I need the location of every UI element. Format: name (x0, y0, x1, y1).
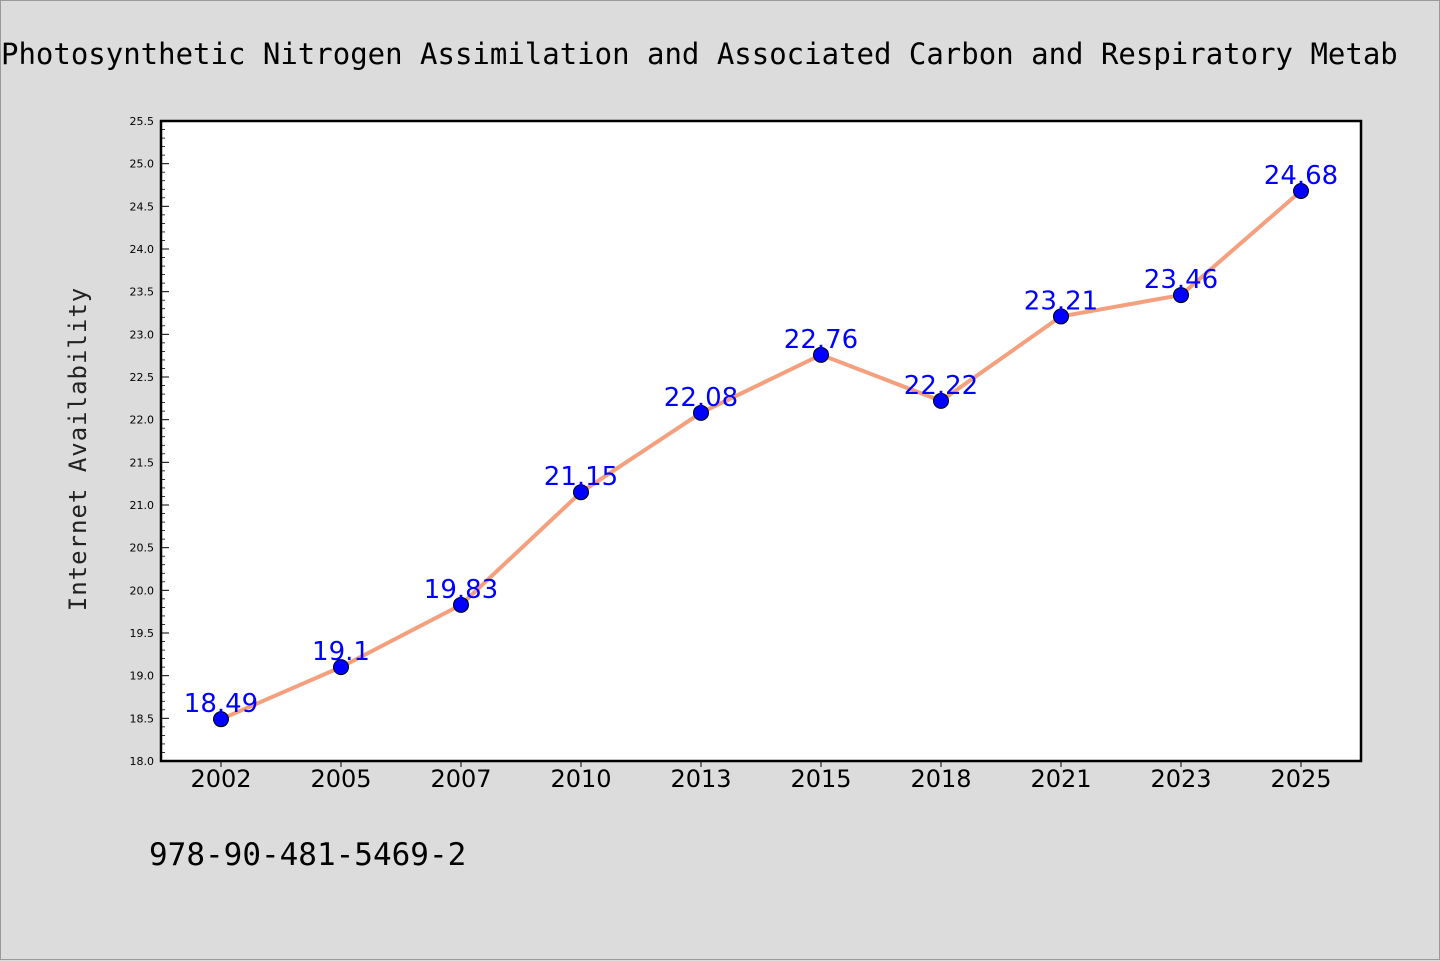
data-point-label: 24.68 (1264, 161, 1338, 191)
y-tick-label: 24.5 (130, 200, 155, 213)
y-tick-label: 22.5 (130, 371, 155, 384)
x-axis-ticks: 2002 2005 2007 2010 2013 2015 2018 2021 2023 2025 (190, 761, 1332, 793)
data-point-label: 18.49 (184, 689, 258, 719)
plot-border (159, 119, 1363, 763)
data-point-label: 22.08 (664, 383, 738, 413)
isbn-footnote: 978-90-481-5469-2 (149, 837, 466, 873)
data-point-marker (693, 404, 709, 421)
data-point-label: 23.21 (1024, 286, 1098, 316)
y-tick-label: 22.0 (130, 414, 155, 427)
data-point-label: 23.46 (1144, 265, 1218, 295)
x-tick-label: 2013 (670, 765, 731, 793)
data-markers (213, 182, 1309, 728)
data-point-marker (453, 596, 469, 613)
data-point-marker (213, 711, 229, 728)
chart-title: Photosynthetic Nitrogen Assimilation and… (1, 37, 1398, 71)
y-axis-label: Internet Availability (64, 287, 92, 611)
y-tick-label: 21.0 (130, 499, 155, 512)
y-tick-label: 25.5 (130, 115, 155, 128)
y-tick-label: 21.5 (130, 456, 155, 469)
x-tick-label: 2023 (1150, 765, 1211, 793)
y-tick-label: 18.5 (130, 712, 155, 725)
data-point-marker (1293, 182, 1309, 199)
data-point-label: 22.76 (784, 325, 858, 355)
plot-background (161, 121, 1361, 761)
x-tick-label: 2010 (550, 765, 611, 793)
x-tick-label: 2018 (910, 765, 971, 793)
y-tick-label: 23.0 (130, 328, 155, 341)
series-line (219, 188, 1303, 722)
y-tick-label: 20.0 (130, 584, 155, 597)
data-point-label: 19.83 (424, 575, 498, 605)
y-tick-label: 24.0 (130, 243, 155, 256)
y-tick-label: 19.5 (130, 627, 155, 640)
data-point-marker (573, 484, 589, 501)
y-tick-label: 25.0 (130, 158, 155, 171)
data-point-marker (1053, 308, 1069, 325)
data-point-label: 19.1 (312, 637, 370, 667)
data-point-marker (333, 659, 349, 676)
y-tick-label: 23.5 (130, 286, 155, 299)
y-tick-label: 20.5 (130, 542, 155, 555)
data-point-marker (1173, 287, 1189, 304)
data-point-label: 21.15 (544, 462, 618, 492)
x-tick-label: 2021 (1030, 765, 1091, 793)
plot-area: 18.0 18.5 19.0 19.5 20.0 20.5 21.0 21.5 22.0 22.5… (130, 115, 1363, 793)
data-labels: 18.49 19.1 19.83 21.15 22.08 22.76 22.22 23.21 2… (184, 161, 1338, 719)
x-tick-label: 2002 (190, 765, 251, 793)
data-point-marker (933, 392, 949, 409)
x-tick-label: 2025 (1270, 765, 1331, 793)
x-tick-label: 2005 (310, 765, 371, 793)
x-tick-label: 2015 (790, 765, 851, 793)
data-point-marker (813, 346, 829, 363)
y-tick-label: 19.0 (130, 670, 155, 683)
data-point-label: 22.22 (904, 371, 978, 401)
x-tick-label: 2007 (430, 765, 491, 793)
y-tick-label: 18.0 (130, 755, 155, 768)
y-axis-ticks: 18.0 18.5 19.0 19.5 20.0 20.5 21.0 21.5 22.0 22.5… (130, 115, 169, 768)
